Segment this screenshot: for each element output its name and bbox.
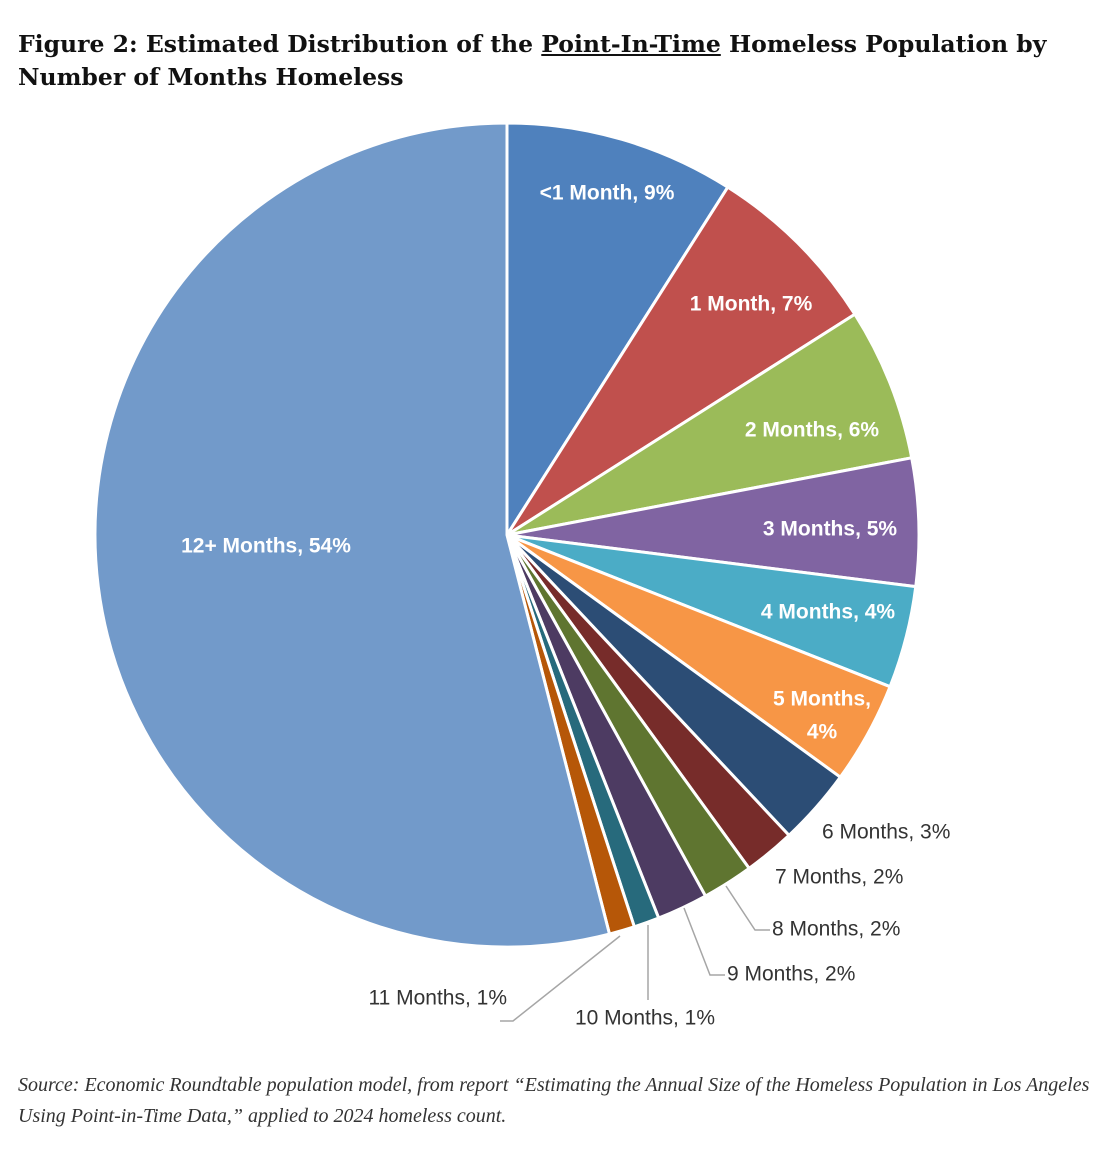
leader-line-11-months (500, 935, 621, 1022)
data-label-3-months: 3 Months, 5% (763, 518, 898, 541)
leader-line-9-months (683, 907, 725, 976)
title-prefix: Figure 2: Estimated Distribution of the (18, 30, 542, 58)
pie-chart: <1 Month, 9% 1 Month, 7% 2 Months, 6% 3 Mon… (93, 121, 950, 1030)
slice-12plus-months (93, 121, 611, 949)
leader-line-8-months (725, 885, 770, 931)
data-label-lt1-month: <1 Month, 9% (540, 182, 675, 205)
data-label-4-months: 4 Months, 4% (761, 601, 896, 624)
data-label-10-months: 10 Months, 1% (575, 1007, 715, 1030)
slice-1-month (505, 185, 857, 537)
data-label-7-months: 7 Months, 2% (775, 866, 903, 889)
leader-lines (500, 885, 770, 1022)
data-label-6-months: 6 Months, 3% (822, 821, 950, 844)
data-label-8-months: 8 Months, 2% (772, 918, 900, 941)
data-label-2-months: 2 Months, 6% (745, 419, 880, 442)
slice-lt1-month (505, 121, 730, 537)
data-labels: <1 Month, 9% 1 Month, 7% 2 Months, 6% 3 Mon… (181, 182, 950, 1030)
data-label-9-months: 9 Months, 2% (727, 963, 855, 986)
pie-slices (93, 121, 921, 949)
data-label-12plus-months: 12+ Months, 54% (181, 535, 351, 558)
source-note: Source: Economic Roundtable population m… (18, 1074, 1090, 1127)
data-label-11-months: 11 Months, 1% (368, 987, 507, 1010)
title-underlined: Point-In-Time (541, 30, 721, 58)
slice-2-months (505, 312, 914, 537)
title-suffix: Homeless Population by Number of Months … (18, 30, 1047, 91)
data-label-5-months: 5 Months, 4% (773, 688, 871, 744)
data-label-1-month: 1 Month, 7% (690, 293, 813, 316)
chart-title: Figure 2: Estimated Distribution of the … (18, 28, 1103, 94)
